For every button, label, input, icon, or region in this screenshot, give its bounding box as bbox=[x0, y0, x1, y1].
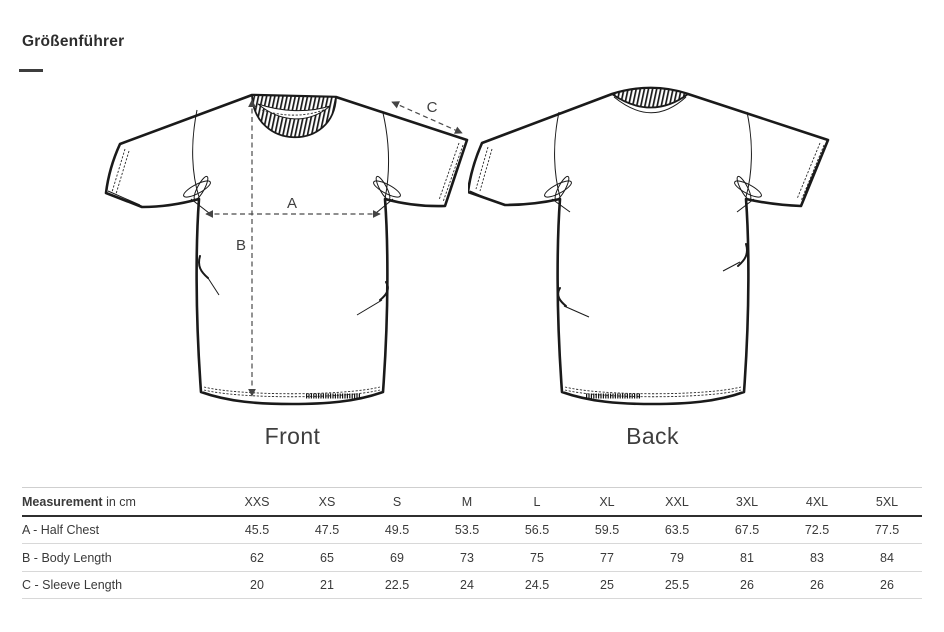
size-table: Measurement in cm XXS XS S M L XL XXL 3X… bbox=[22, 487, 922, 599]
value-cell: 59.5 bbox=[572, 515, 642, 544]
value-cell: 75 bbox=[502, 543, 572, 572]
row-label: B - Body Length bbox=[22, 543, 222, 572]
size-header-s: S bbox=[362, 487, 432, 517]
value-cell: 84 bbox=[852, 543, 922, 572]
dim-label-b: B bbox=[236, 237, 246, 254]
size-header-3xl: 3XL bbox=[712, 487, 782, 517]
value-cell: 26 bbox=[712, 571, 782, 599]
value-cell: 63.5 bbox=[642, 515, 712, 544]
value-cell: 24.5 bbox=[502, 571, 572, 599]
value-cell: 73 bbox=[432, 543, 502, 572]
back-shirt-outline bbox=[468, 86, 830, 406]
table-header-row: Measurement in cm XXS XS S M L XL XXL 3X… bbox=[22, 487, 922, 517]
value-cell: 83 bbox=[782, 543, 852, 572]
value-cell: 81 bbox=[712, 543, 782, 572]
value-cell: 67.5 bbox=[712, 515, 782, 544]
back-shirt-drawing bbox=[468, 86, 830, 406]
value-cell: 56.5 bbox=[502, 515, 572, 544]
value-cell: 21 bbox=[292, 571, 362, 599]
size-header-xs: XS bbox=[292, 487, 362, 517]
front-caption: Front bbox=[264, 423, 321, 449]
size-header-xxl: XXL bbox=[642, 487, 712, 517]
value-cell: 62 bbox=[222, 543, 292, 572]
row-label: C - Sleeve Length bbox=[22, 571, 222, 599]
page-title: Größenführer bbox=[22, 33, 125, 50]
size-header-xl: XL bbox=[572, 487, 642, 517]
value-cell: 20 bbox=[222, 571, 292, 599]
size-header-l: L bbox=[502, 487, 572, 517]
back-collar bbox=[611, 87, 689, 109]
dim-line-c bbox=[391, 101, 463, 134]
dim-label-a: A bbox=[287, 195, 297, 212]
size-header-5xl: 5XL bbox=[852, 487, 922, 517]
value-cell: 65 bbox=[292, 543, 362, 572]
front-shirt-outline bbox=[104, 93, 469, 406]
value-cell: 25 bbox=[572, 571, 642, 599]
value-cell: 53.5 bbox=[432, 515, 502, 544]
value-cell: 26 bbox=[852, 571, 922, 599]
front-measurement-arrows: A B C bbox=[205, 99, 463, 397]
value-cell: 77 bbox=[572, 543, 642, 572]
value-cell: 26 bbox=[782, 571, 852, 599]
value-cell: 24 bbox=[432, 571, 502, 599]
table-row-half-chest: A - Half Chest 45.5 47.5 49.5 53.5 56.5 … bbox=[22, 515, 922, 544]
value-cell: 69 bbox=[362, 543, 432, 572]
value-cell: 72.5 bbox=[782, 515, 852, 544]
row-label: A - Half Chest bbox=[22, 515, 222, 544]
front-shirt-drawing: A B C bbox=[104, 93, 469, 406]
value-cell: 47.5 bbox=[292, 515, 362, 544]
value-cell: 45.5 bbox=[222, 515, 292, 544]
value-cell: 79 bbox=[642, 543, 712, 572]
value-cell: 77.5 bbox=[852, 515, 922, 544]
dim-label-c: C bbox=[427, 99, 438, 116]
back-caption: Back bbox=[626, 423, 679, 449]
size-header-m: M bbox=[432, 487, 502, 517]
title-underline bbox=[19, 69, 43, 72]
size-header-4xl: 4XL bbox=[782, 487, 852, 517]
value-cell: 25.5 bbox=[642, 571, 712, 599]
size-header-xxs: XXS bbox=[222, 487, 292, 517]
value-cell: 22.5 bbox=[362, 571, 432, 599]
measurement-header: Measurement in cm bbox=[22, 487, 222, 517]
table-row-body-length: B - Body Length 62 65 69 73 75 77 79 81 … bbox=[22, 543, 922, 572]
table-row-sleeve-length: C - Sleeve Length 20 21 22.5 24 24.5 25 … bbox=[22, 571, 922, 599]
value-cell: 49.5 bbox=[362, 515, 432, 544]
